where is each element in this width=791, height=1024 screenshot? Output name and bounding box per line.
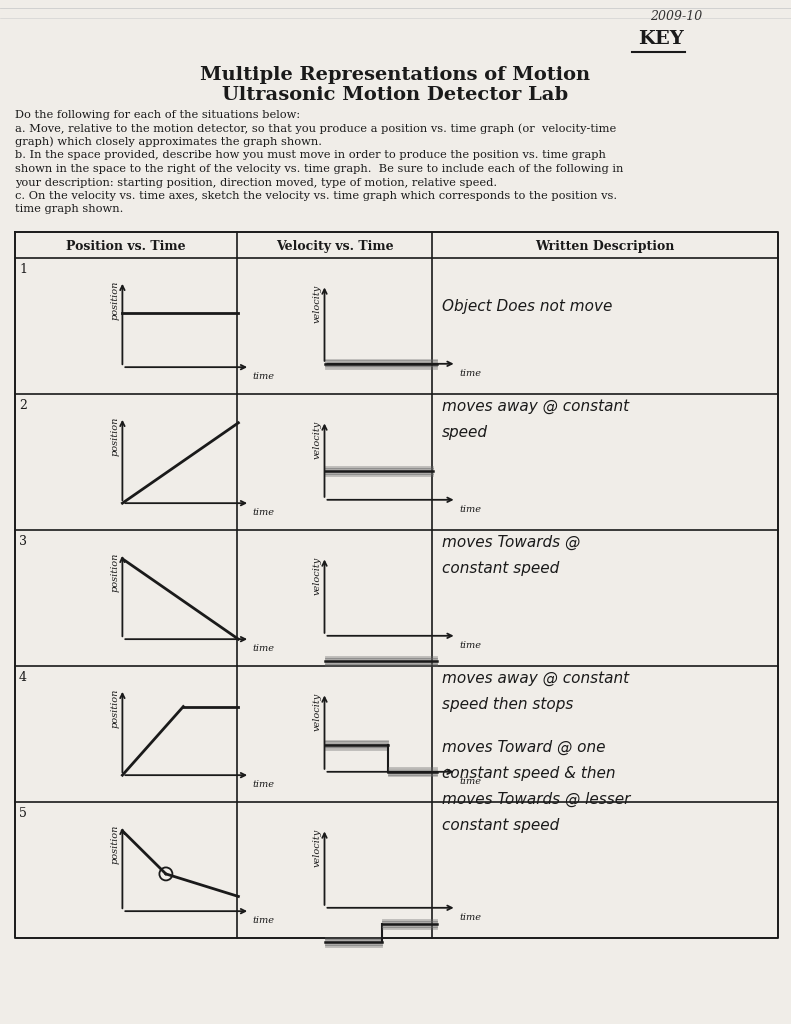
Text: 3: 3 (19, 535, 27, 548)
Text: position: position (111, 553, 119, 592)
Text: b. In the space provided, describe how you must move in order to produce the pos: b. In the space provided, describe how y… (15, 151, 606, 161)
Text: time graph shown.: time graph shown. (15, 205, 123, 214)
Text: moves away @ constant
speed: moves away @ constant speed (442, 399, 629, 440)
Text: position: position (111, 417, 119, 457)
Text: 2: 2 (19, 399, 27, 412)
Text: position: position (111, 825, 119, 864)
Text: time: time (460, 912, 482, 922)
Text: velocity: velocity (312, 692, 321, 731)
Text: Written Description: Written Description (536, 240, 675, 253)
Text: position: position (111, 281, 119, 321)
Text: time: time (460, 777, 482, 785)
Text: KEY: KEY (638, 30, 683, 48)
Text: time: time (253, 916, 275, 925)
Text: Position vs. Time: Position vs. Time (66, 240, 186, 253)
Text: moves Towards @
constant speed: moves Towards @ constant speed (442, 535, 581, 575)
Text: 5: 5 (19, 807, 27, 820)
Text: Object Does not move: Object Does not move (442, 299, 612, 314)
Text: velocity: velocity (312, 557, 321, 595)
Text: shown in the space to the right of the velocity vs. time graph.  Be sure to incl: shown in the space to the right of the v… (15, 164, 623, 174)
Text: time: time (253, 508, 275, 517)
Text: Velocity vs. Time: Velocity vs. Time (276, 240, 393, 253)
Text: c. On the velocity vs. time axes, sketch the velocity vs. time graph which corre: c. On the velocity vs. time axes, sketch… (15, 191, 617, 201)
Text: moves Toward @ one
constant speed & then
moves Towards @ lesser
constant speed: moves Toward @ one constant speed & then… (442, 740, 630, 833)
Text: a. Move, relative to the motion detector, so that you produce a position vs. tim: a. Move, relative to the motion detector… (15, 123, 616, 133)
Text: time: time (460, 641, 482, 650)
Text: 1: 1 (19, 263, 27, 276)
Text: 4: 4 (19, 671, 27, 684)
Text: time: time (460, 369, 482, 378)
Text: your description: starting position, direction moved, type of motion, relative s: your description: starting position, dir… (15, 177, 497, 187)
Text: velocity: velocity (312, 285, 321, 323)
Text: 2009-10: 2009-10 (650, 10, 702, 23)
Text: position: position (111, 689, 119, 728)
Text: velocity: velocity (312, 421, 321, 459)
Text: time: time (253, 780, 275, 790)
Text: Multiple Representations of Motion: Multiple Representations of Motion (200, 66, 590, 84)
Text: time: time (253, 644, 275, 653)
Text: velocity: velocity (312, 828, 321, 867)
Text: Do the following for each of the situations below:: Do the following for each of the situati… (15, 110, 300, 120)
Text: time: time (460, 505, 482, 514)
Text: time: time (253, 372, 275, 381)
Text: Ultrasonic Motion Detector Lab: Ultrasonic Motion Detector Lab (222, 86, 568, 104)
Text: graph) which closely approximates the graph shown.: graph) which closely approximates the gr… (15, 136, 322, 147)
Text: moves away @ constant
speed then stops: moves away @ constant speed then stops (442, 671, 629, 712)
